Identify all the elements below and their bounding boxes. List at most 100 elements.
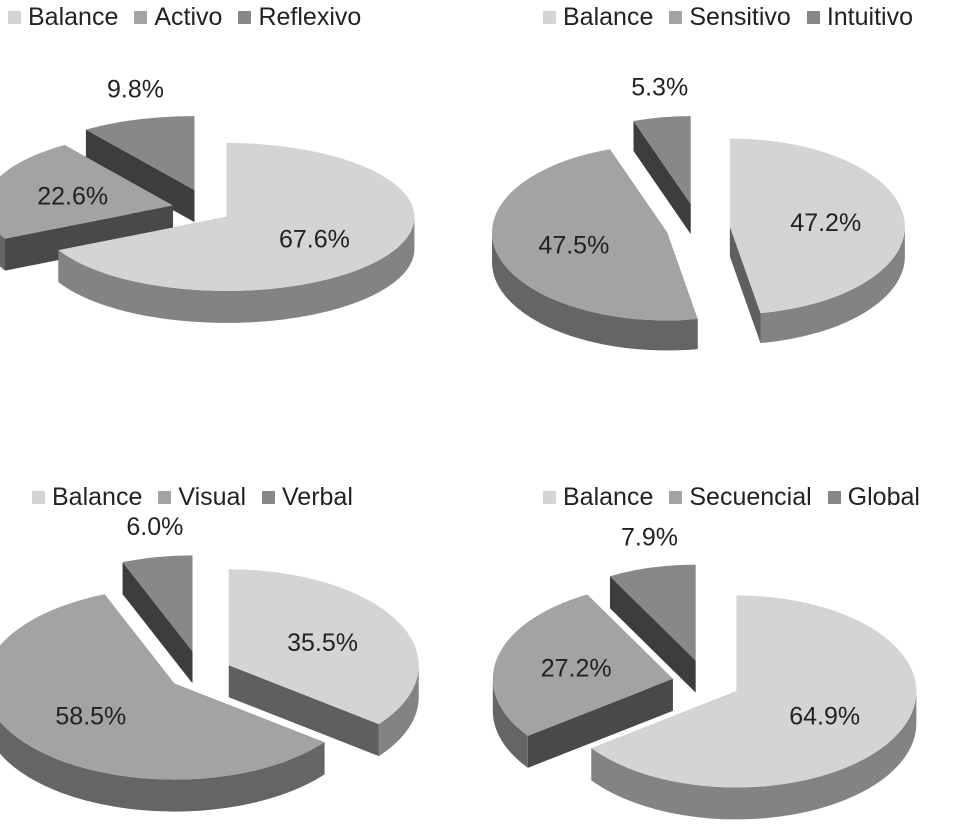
- pie-slice-2: [492, 594, 673, 768]
- pie-slice-side: [591, 691, 917, 820]
- pie-slice-side: [492, 678, 528, 768]
- pie-slice-2: [0, 594, 325, 812]
- pie-slice-edge: [527, 678, 673, 768]
- pie-slice-top: [492, 594, 673, 736]
- pie-data-label: 47.2%: [790, 209, 861, 237]
- pie-chart: 67.6% 22.6% 9.8%: [0, 76, 415, 323]
- legend-item: Intuitivo: [806, 2, 913, 32]
- legend-item: Balance: [543, 3, 653, 32]
- pie-data-label: 27.2%: [541, 654, 612, 682]
- legend-swatch: [806, 10, 820, 24]
- legend-label: Verbal: [282, 482, 353, 511]
- legend-swatch: [669, 10, 683, 24]
- pie-data-label: 67.6%: [279, 225, 350, 253]
- pie-slice-side: [760, 226, 905, 344]
- legend-swatch: [134, 10, 148, 24]
- pie-slice-2: [0, 145, 174, 271]
- legend-label: Reflexivo: [258, 2, 362, 31]
- pie-chart-panel: Balance Secuencial Global 64.9% 27.2% 7.9%: [488, 415, 976, 830]
- legend-label: Secuencial: [689, 482, 812, 511]
- legend-label: Balance: [563, 2, 654, 31]
- pie-chart-panel: Balance Activo Reflexivo 67.6% 22.6% 9.8%: [0, 0, 488, 415]
- pie-data-label: 9.8%: [107, 76, 164, 104]
- pie-slices: [0, 116, 415, 323]
- pie-slice-3: [85, 116, 195, 223]
- legend-item: Global: [827, 482, 920, 512]
- chart-legend: Balance Visual Verbal: [32, 480, 369, 514]
- pie-slice-side: [0, 234, 5, 271]
- pie-data-label: 64.9%: [789, 702, 860, 730]
- chart-legend: Balance Secuencial Global: [543, 480, 936, 514]
- pie-slice-side: [492, 232, 698, 351]
- pie-chart: 47.2% 47.5% 5.3%: [492, 73, 905, 351]
- pie-slices: [0, 555, 419, 812]
- legend-item: Reflexivo: [238, 3, 361, 32]
- legend-label: Balance: [28, 2, 119, 31]
- pie-slice-top: [0, 594, 325, 780]
- pie-chart: 35.5% 58.5% 6.0%: [0, 513, 419, 812]
- legend-swatch: [8, 10, 21, 24]
- pie-slice-top: [122, 555, 193, 652]
- pie-data-label: 58.5%: [55, 702, 126, 730]
- pie-slice-3: [633, 116, 691, 235]
- legend-swatch: [158, 490, 172, 504]
- pie-slice-1: [729, 138, 905, 344]
- pie-slice-top: [58, 142, 415, 291]
- legend-item: Sensitivo: [669, 2, 791, 32]
- legend-label: Sensitivo: [689, 2, 791, 31]
- legend-swatch: [827, 490, 841, 504]
- pie-data-label: 22.6%: [37, 183, 108, 211]
- legend-item: Activo: [134, 3, 222, 32]
- pie-slice-edge: [729, 226, 761, 344]
- pie-slice-top: [729, 138, 905, 314]
- pie-data-label: 35.5%: [287, 629, 358, 657]
- pie-slice-top: [0, 145, 174, 239]
- pie-slice-top: [591, 595, 917, 788]
- legend-label: Balance: [563, 482, 654, 511]
- legend-swatch: [32, 490, 45, 504]
- pie-slices: [492, 116, 905, 351]
- pie-slice-edge: [609, 576, 696, 693]
- legend-item: Visual: [158, 483, 246, 512]
- pie-slice-3: [609, 564, 696, 693]
- legend-label: Visual: [178, 482, 246, 511]
- pie-slice-side: [58, 216, 415, 323]
- pie-slices: [492, 564, 917, 820]
- pie-data-label: 6.0%: [126, 513, 183, 541]
- pie-slice-1: [58, 142, 415, 323]
- pie-chart: 64.9% 27.2% 7.9%: [492, 524, 917, 820]
- pie-slice-3: [122, 555, 193, 684]
- pie-slice-side: [378, 665, 419, 757]
- pie-slice-edge: [633, 120, 691, 235]
- pie-slice-top: [492, 149, 698, 321]
- pie-slice-edge: [228, 665, 379, 757]
- pie-chart-panel: Balance Visual Verbal 35.5% 58.5% 6.0%: [0, 415, 488, 830]
- pie-data-label: 5.3%: [631, 73, 688, 101]
- pie-slice-1: [228, 569, 419, 757]
- pie-slice-top: [228, 569, 419, 725]
- legend-item: Balance: [543, 483, 653, 512]
- legend-item: Balance: [8, 3, 118, 32]
- legend-item: Balance: [32, 483, 142, 512]
- pie-slice-edge: [122, 562, 193, 684]
- legend-swatch: [238, 10, 252, 24]
- pie-slice-edge: [4, 205, 174, 271]
- pie-slice-1: [591, 595, 917, 820]
- pie-data-label: 7.9%: [621, 524, 678, 552]
- pie-chart-panel: Balance Sensitivo Intuitivo 47.2% 47.5% 5.…: [488, 0, 976, 415]
- pie-slice-2: [492, 149, 698, 351]
- legend-swatch: [543, 490, 556, 504]
- pie-slice-top: [609, 564, 696, 661]
- pie-slice-side: [0, 721, 325, 812]
- pie-data-label: 47.5%: [538, 232, 609, 260]
- legend-label: Global: [847, 482, 920, 511]
- legend-label: Balance: [52, 482, 143, 511]
- legend-label: Intuitivo: [826, 2, 913, 31]
- legend-swatch: [262, 490, 275, 504]
- pie-slice-edge: [85, 129, 195, 223]
- chart-legend: Balance Sensitivo Intuitivo: [543, 0, 929, 34]
- chart-legend: Balance Activo Reflexivo: [8, 0, 377, 34]
- legend-item: Secuencial: [669, 482, 812, 512]
- legend-item: Verbal: [262, 483, 353, 512]
- pie-slice-top: [85, 116, 195, 191]
